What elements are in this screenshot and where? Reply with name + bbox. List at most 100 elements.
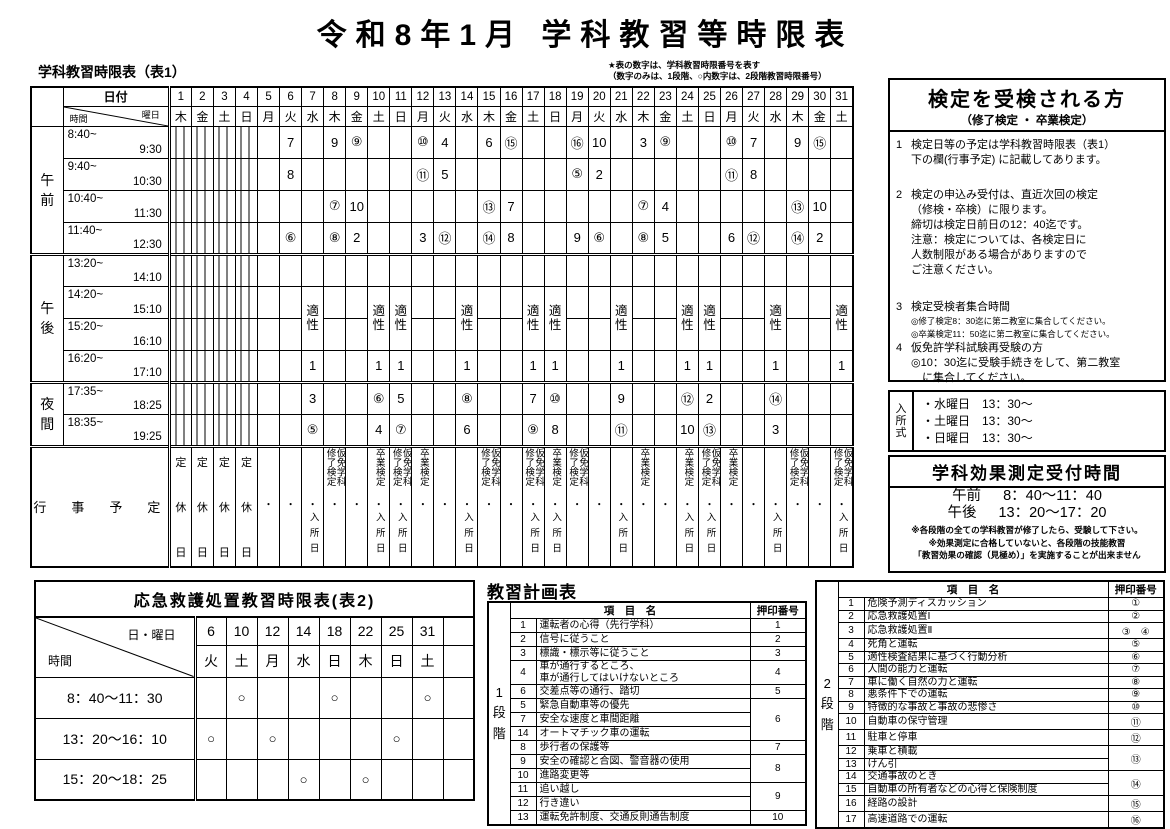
- stamp-header: 押印番号: [749, 601, 807, 619]
- weekday-cell: 火: [279, 105, 303, 127]
- schedule-cell: ⑬: [477, 189, 501, 223]
- event-exam-text: 修了検定: [478, 447, 490, 486]
- closed-day-cell: [212, 317, 236, 351]
- schedule-cell: [521, 189, 545, 223]
- first-aid-mark: [256, 676, 289, 719]
- schedule-cell: 2: [808, 221, 832, 255]
- item-name: 高速道路での運転: [863, 811, 1109, 829]
- item-name: 交通事故のとき: [863, 770, 1109, 784]
- schedule-cell: [256, 252, 281, 287]
- day-number: 21: [609, 86, 633, 107]
- schedule-cell: [279, 349, 303, 383]
- closed-day-cell: [212, 349, 236, 383]
- schedule-cell: [389, 221, 413, 255]
- schedule-cell: 7: [279, 125, 303, 159]
- schedule-cell: [808, 380, 832, 415]
- schedule-cell: [411, 252, 435, 287]
- closed-day-cell: [212, 189, 236, 223]
- schedule-cell: ⑫: [742, 221, 766, 255]
- stamp-number: 9: [749, 782, 807, 811]
- event-dot: ・: [704, 499, 715, 511]
- entrance-ceremony-line: ・水曜日 13：30～: [922, 397, 1033, 411]
- schedule-cell: [411, 380, 435, 415]
- schedule-cell: [786, 317, 810, 351]
- item-name: 経路の設計: [863, 795, 1109, 812]
- schedule-cell: [631, 413, 655, 447]
- first-aid-day: 6: [194, 616, 227, 646]
- schedule-cell: [345, 349, 369, 383]
- schedule-cell: [345, 252, 369, 287]
- event-cell: 修了検定 仮免学科・入所日: [521, 444, 545, 567]
- aptitude-cell: 適性: [764, 285, 788, 351]
- item-name: 危険予測ディスカッション: [863, 597, 1109, 611]
- item-name: 進路変更等: [535, 768, 751, 783]
- event-cell: ・: [345, 444, 369, 567]
- day-number: 19: [565, 86, 589, 107]
- schedule-cell: 1: [543, 349, 567, 383]
- item-number: 14: [837, 770, 865, 784]
- stamp-number: ⑪: [1107, 713, 1165, 730]
- schedule-cell: ⑦: [323, 189, 347, 223]
- weekday-cell: 水: [301, 105, 325, 127]
- event-entry-text: 入所日: [461, 511, 473, 559]
- first-aid-mark: ○: [287, 758, 320, 801]
- item-number: 1: [509, 618, 537, 633]
- closed-day-cell: [190, 157, 214, 191]
- schedule-cell: [455, 189, 479, 223]
- event-closed-cell: 定休日: [167, 444, 192, 567]
- schedule-cell: 5: [433, 157, 457, 191]
- schedule-cell: [279, 252, 303, 287]
- schedule-cell: [323, 380, 347, 415]
- schedule-cell: [764, 125, 788, 159]
- schedule-cell: ⑧: [631, 221, 655, 255]
- aptitude-cell: 適性: [521, 285, 545, 351]
- stamp-number: ③ ④: [1107, 622, 1165, 639]
- event-entry-text: 入所日: [616, 511, 628, 559]
- event-dot: ・: [660, 499, 671, 511]
- schedule-cell: [808, 413, 832, 447]
- event-dot: ・: [836, 499, 847, 511]
- schedule-cell: 6: [719, 221, 744, 255]
- stamp-number: ⑧: [1107, 675, 1165, 689]
- schedule-cell: [433, 413, 457, 447]
- weekday-cell: 水: [455, 105, 479, 127]
- table1-caption: 学科教習時限表（表1）: [38, 64, 186, 80]
- time-slot: 10:40~ 11:30: [62, 189, 170, 223]
- stamp-number: 8: [749, 754, 807, 783]
- schedule-cell: 7: [521, 380, 545, 415]
- schedule-cell: [345, 380, 369, 415]
- event-dot: ・: [572, 499, 583, 511]
- first-aid-mark: [380, 758, 413, 801]
- schedule-cell: [323, 349, 347, 383]
- schedule-cell: [367, 252, 391, 287]
- schedule-cell: ⑭: [477, 221, 501, 255]
- item-number: 2: [509, 632, 537, 647]
- schedule-cell: [477, 157, 501, 191]
- entrance-ceremony-box: 入所式 ・水曜日 13：30～ ・土曜日 13：30～ ・日曜日 13：30～: [888, 390, 1166, 452]
- event-exam-text: 仮免学科: [334, 447, 346, 486]
- item-name: 歩行者の保護等: [535, 740, 751, 755]
- item-name: 車に働く自然の力と運転: [863, 675, 1109, 689]
- item-number: 9: [509, 754, 537, 769]
- schedule-cell: ⑥: [367, 380, 391, 415]
- section-label: 午前: [30, 125, 64, 255]
- closed-day-cell: [234, 157, 259, 191]
- schedule-cell: [521, 252, 545, 287]
- exam-info-item: 2 検定の申込み受付は、直近次回の検定 （修検・卒検）に限ります。 締切は検定日前日の…: [896, 189, 1098, 276]
- stamp-number: ⑤: [1107, 638, 1165, 652]
- schedule-cell: [764, 189, 788, 223]
- schedule-cell: [808, 157, 832, 191]
- closed-day-cell: [190, 285, 214, 319]
- event-entry-text: 入所日: [704, 511, 716, 559]
- schedule-cell: ⑤: [301, 413, 325, 447]
- weekday-cell: 木: [477, 105, 501, 127]
- first-aid-day: 10: [225, 616, 258, 646]
- schedule-cell: ⑥: [587, 221, 611, 255]
- first-aid-title: 応急救護処置教習時限表(表2): [34, 580, 475, 618]
- schedule-cell: [830, 380, 854, 415]
- schedule-cell: 10: [675, 413, 699, 447]
- schedule-cell: ⑫: [433, 221, 457, 255]
- effect-test-notes: ※各段階の全ての学科教習が修了したら、受験して下さい。 ※効果測定に合格していない…: [890, 524, 1164, 562]
- weekday-cell: 日: [697, 105, 721, 127]
- schedule-cell: [742, 189, 766, 223]
